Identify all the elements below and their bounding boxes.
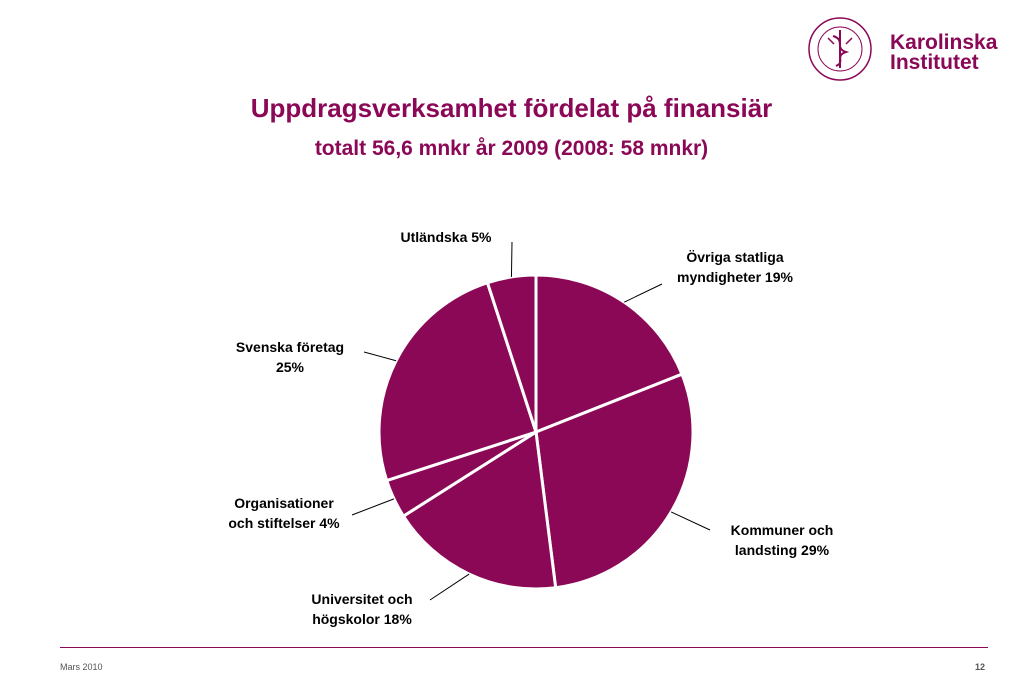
slice-label: Kommuner och landsting 29% (731, 522, 834, 558)
slice-label: Organisationer och stiftelser 4% (228, 495, 340, 531)
leader-line (624, 283, 663, 303)
leader-line (670, 511, 711, 531)
leader-line (351, 498, 395, 516)
footer-divider (60, 647, 988, 648)
karolinska-logo (808, 17, 872, 81)
slice-labels: Övriga statliga myndigheter 19% Kommuner o… (228, 229, 833, 627)
pie-slice (401, 429, 558, 591)
slice-label: Utländska 5% (400, 229, 492, 245)
leader-line (429, 573, 470, 601)
slice-label: Övriga statliga myndigheter 19% (677, 249, 793, 285)
pie-slices (377, 273, 695, 591)
pie-slice (485, 273, 538, 433)
slide-title: Uppdragsverksamhet fördelat på finansiär (250, 93, 773, 123)
leader-lines (351, 241, 711, 601)
slide-subtitle: totalt 56,6 mnkr år 2009 (2008: 58 mnkr) (314, 137, 709, 160)
leader-line (510, 241, 513, 277)
slice-label: Svenska företag 25% (236, 339, 344, 375)
page-number: 12 (975, 662, 986, 672)
logo-text-line2: Institutet (890, 51, 979, 74)
logo-text-line1: Karolinska (890, 31, 998, 54)
footer-date: Mars 2010 (60, 662, 103, 672)
leader-line (363, 351, 397, 362)
slice-label: Universitet och högskolor 18% (311, 591, 412, 627)
